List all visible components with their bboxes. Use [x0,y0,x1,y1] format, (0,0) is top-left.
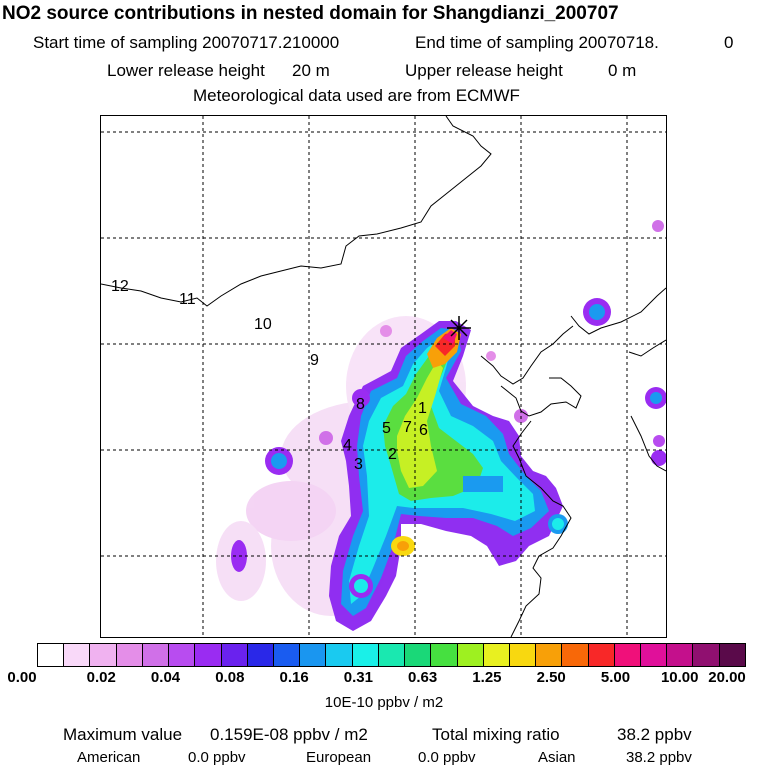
region-label: 7 [403,419,412,436]
region-label: 2 [388,446,397,463]
color-bar-swatch [169,644,196,666]
color-bar-tick-label: 0.08 [215,669,245,686]
color-bar-swatch [326,644,353,666]
color-bar-tick-label: 0.63 [408,669,438,686]
region-label: 11 [179,291,196,308]
color-bar-swatch [614,644,642,666]
color-bar-tick-label: 5.00 [600,669,631,686]
page-title: NO2 source contributions in nested domai… [2,3,619,24]
region-label: 6 [419,422,428,439]
region-label: 12 [111,278,129,295]
max-value: 0.159E-08 ppbv / m2 [210,725,368,744]
color-bar-swatch [536,644,563,666]
color-bar-tick-label: 20.00 [708,669,746,686]
american-label: American [77,749,141,766]
asian-value: 38.2 ppbv [626,749,692,766]
asterisk-icon [447,316,471,340]
no2-plume [329,321,563,631]
map-panel: 1 2 3 4 5 6 7 8 9 10 11 12 [100,115,667,638]
color-bar-swatch [64,644,91,666]
color-bar-swatch [431,644,458,666]
region-label: 9 [310,352,319,369]
color-bar-swatch [247,644,274,666]
lower-release-label: Lower release height [107,61,265,80]
color-bar-swatch [641,644,668,666]
color-bar-swatch [221,644,248,666]
color-bar-swatch [273,644,301,666]
color-bar-tick-label: 1.25 [472,669,502,686]
asian-label: Asian [538,749,576,766]
color-bar-swatch [142,644,170,666]
color-bar-tick-label: 0.31 [343,669,373,686]
color-bar-tick-label: 0.02 [86,669,116,686]
region-label: 1 [418,400,427,417]
coastlines [101,116,666,637]
color-bar-swatch [667,644,694,666]
color-bar-swatch [509,644,537,666]
color-bar-swatch [457,644,484,666]
region-label: 3 [354,456,363,473]
color-bar-tick-label: 0.04 [150,669,181,686]
american-value: 0.0 ppbv [188,749,246,766]
total-mixing-value: 38.2 ppbv [617,725,692,744]
color-bar-swatch [588,644,615,666]
color-bar-swatch [719,644,745,666]
region-label: 10 [254,316,272,333]
color-bar-swatch [116,644,143,666]
lower-release-value: 20 m [292,61,330,80]
map-grid [101,116,666,637]
color-bar-tick-label: 2.50 [536,669,566,686]
end-time-value: 0 [724,33,734,52]
color-bar-swatch [562,644,589,666]
color-bar [37,643,746,667]
color-bar-swatch [405,644,432,666]
color-bar-swatch [300,644,327,666]
total-mixing-label: Total mixing ratio [432,725,560,744]
european-value: 0.0 ppbv [418,749,476,766]
color-bar-swatch [195,644,222,666]
color-bar-tick-label: 0.00 [7,669,37,686]
color-bar-swatch [378,644,406,666]
region-label: 5 [382,420,391,437]
upper-release-label: Upper release height [405,61,563,80]
units-label: 10E-10 ppbv / m2 [324,694,444,711]
upper-release-value: 0 m [608,61,637,80]
color-bar-swatch [483,644,510,666]
color-bar-swatch [90,644,117,666]
met-data-source: Meteorological data used are from ECMWF [193,86,520,105]
color-bar-tick-label: 0.16 [279,669,309,686]
end-time: End time of sampling 20070718. [415,33,659,52]
color-bar-swatch [38,644,65,666]
start-time: Start time of sampling 20070717.210000 [33,33,340,52]
european-label: European [306,749,372,766]
region-label: 4 [343,437,352,454]
isolated-sources [231,220,666,598]
map-canvas [101,116,666,637]
color-bar-tick-label: 10.00 [660,669,699,686]
color-bar-swatch [693,644,720,666]
region-label: 8 [356,396,365,413]
color-bar-swatch [352,644,379,666]
max-value-label: Maximum value [63,725,183,744]
